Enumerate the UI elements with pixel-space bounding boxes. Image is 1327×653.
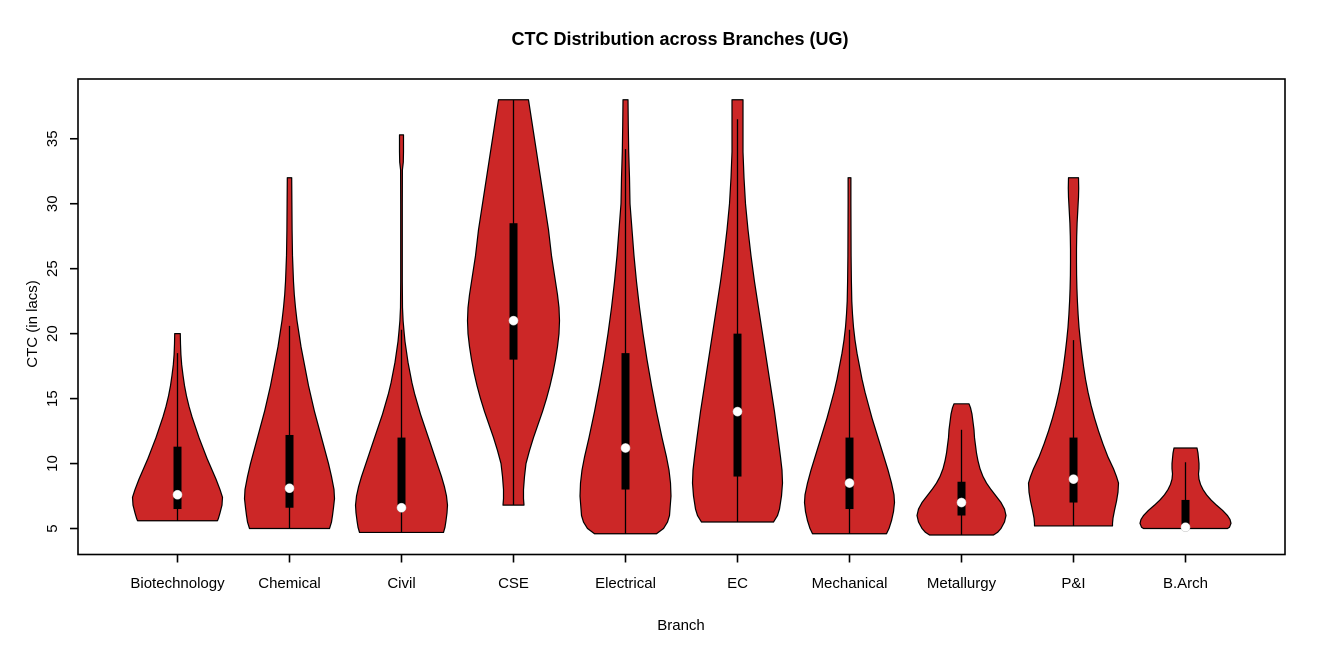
iqr-box-Biotechnology: [173, 446, 182, 510]
x-tick-label: Chemical: [258, 575, 321, 592]
iqr-box-Electrical: [621, 353, 630, 490]
y-tick-label: 30: [44, 195, 61, 212]
median-dot-EC: [732, 406, 743, 417]
median-dot-B.Arch: [1180, 522, 1191, 533]
median-dot-Biotechnology: [172, 489, 183, 500]
x-tick-label: Electrical: [595, 575, 656, 592]
y-tick-label: 10: [44, 455, 61, 472]
iqr-box-B.Arch: [1181, 499, 1190, 529]
iqr-box-Mechanical: [845, 437, 854, 510]
y-tick-label: 35: [44, 130, 61, 147]
x-tick-label: B.Arch: [1163, 575, 1208, 592]
y-axis-title: CTC (in lacs): [24, 280, 41, 368]
median-dot-CSE: [508, 315, 519, 326]
y-axis: 5 10 15 20 25 30 35: [44, 130, 78, 533]
iqr-box-Chemical: [285, 434, 294, 508]
median-dot-Electrical: [620, 443, 631, 453]
chart-title: CTC Distribution across Branches (UG): [511, 29, 848, 49]
median-dot-Mechanical: [844, 478, 855, 488]
y-tick-label: 5: [44, 524, 61, 532]
iqr-box-Civil: [397, 437, 406, 510]
x-axis-title: Branch: [657, 617, 705, 634]
x-tick-label: Biotechnology: [130, 575, 225, 592]
median-dot-Metallurgy: [956, 497, 967, 508]
x-tick-label: EC: [727, 575, 748, 592]
plot-border: [77, 78, 1286, 556]
x-tick-label: Metallurgy: [927, 575, 997, 592]
y-tick-label: 25: [44, 260, 61, 277]
x-tick-label: P&I: [1061, 575, 1085, 592]
x-axis: Biotechnology Chemical Civil CSE Electrical E…: [130, 554, 1208, 592]
iqr-box-CSE: [509, 223, 518, 360]
violin-series: [131, 99, 1232, 536]
iqr-box-P&I: [1069, 437, 1078, 503]
median-dot-Chemical: [284, 483, 295, 494]
iqr-box-EC: [733, 333, 742, 477]
x-tick-label: Civil: [387, 575, 415, 592]
x-tick-label: CSE: [498, 575, 529, 592]
x-tick-label: Mechanical: [812, 575, 888, 592]
y-tick-label: 20: [44, 325, 61, 342]
median-dot-P&I: [1068, 474, 1079, 484]
median-dot-Civil: [396, 502, 407, 513]
y-tick-label: 15: [44, 390, 61, 407]
